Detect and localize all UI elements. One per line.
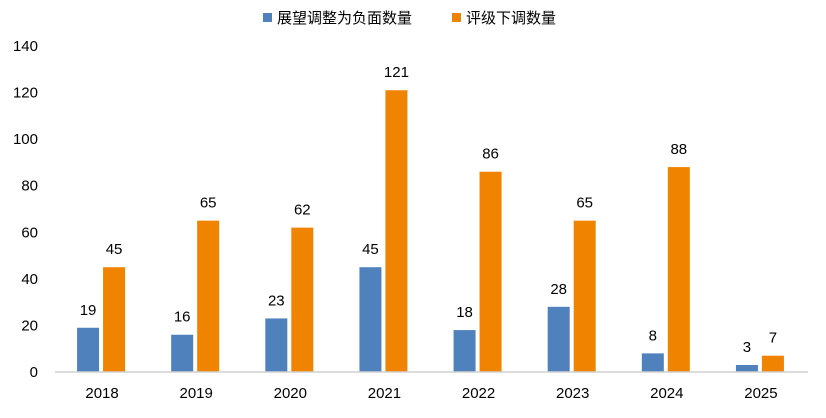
data-label: 65 bbox=[200, 195, 217, 212]
bar-rating-downgrade bbox=[761, 355, 784, 372]
legend-swatch bbox=[263, 13, 272, 22]
x-tick-label: 2023 bbox=[556, 385, 589, 402]
bar-outlook-negative bbox=[641, 353, 664, 372]
data-label: 28 bbox=[550, 281, 567, 298]
bar-outlook-negative bbox=[265, 318, 288, 372]
bar-rating-downgrade bbox=[573, 220, 596, 372]
data-label: 45 bbox=[362, 241, 379, 258]
bar-rating-downgrade bbox=[385, 90, 408, 372]
data-label: 3 bbox=[743, 339, 751, 356]
x-tick-label: 2021 bbox=[368, 385, 401, 402]
x-axis: 2018 2019 2020 2021 2022 2023 2024 2025 bbox=[85, 385, 777, 402]
bar-rating-downgrade bbox=[103, 267, 126, 372]
y-tick-label: 100 bbox=[13, 131, 38, 148]
x-tick-label: 2025 bbox=[744, 385, 777, 402]
data-label: 18 bbox=[456, 304, 473, 321]
data-label: 65 bbox=[576, 195, 593, 212]
y-tick-label: 80 bbox=[21, 178, 38, 195]
y-axis: 0 20 40 60 80 100 120 140 bbox=[13, 38, 38, 381]
x-tick-label: 2018 bbox=[85, 385, 118, 402]
bar-outlook-negative bbox=[77, 327, 100, 372]
bar-rating-downgrade bbox=[479, 171, 502, 372]
bar-rating-downgrade bbox=[667, 167, 690, 372]
bar-outlook-negative bbox=[547, 306, 570, 372]
y-tick-label: 140 bbox=[13, 38, 38, 55]
y-tick-label: 60 bbox=[21, 224, 38, 241]
legend-swatch bbox=[452, 13, 461, 22]
data-label: 23 bbox=[268, 292, 285, 309]
data-label: 7 bbox=[769, 330, 777, 347]
data-label: 121 bbox=[384, 64, 409, 81]
legend-label: 展望调整为负面数量 bbox=[277, 10, 412, 27]
y-tick-label: 0 bbox=[30, 364, 38, 381]
bar-rating-downgrade bbox=[197, 220, 220, 372]
data-label: 16 bbox=[174, 309, 191, 326]
bar-outlook-negative bbox=[735, 365, 758, 372]
data-label: 19 bbox=[80, 302, 97, 319]
data-label: 8 bbox=[649, 327, 657, 344]
bar-outlook-negative bbox=[359, 267, 382, 372]
y-tick-label: 40 bbox=[21, 271, 38, 288]
bar-outlook-negative bbox=[171, 334, 194, 372]
data-label: 88 bbox=[670, 141, 687, 158]
bar-outlook-negative bbox=[453, 330, 476, 372]
legend: 展望调整为负面数量 评级下调数量 bbox=[263, 10, 556, 27]
data-label: 86 bbox=[482, 146, 499, 163]
x-tick-label: 2019 bbox=[180, 385, 213, 402]
x-tick-label: 2020 bbox=[274, 385, 307, 402]
x-tick-label: 2024 bbox=[650, 385, 683, 402]
y-tick-label: 20 bbox=[21, 317, 38, 334]
x-tick-label: 2022 bbox=[462, 385, 495, 402]
bar-rating-downgrade bbox=[291, 227, 314, 372]
data-label: 45 bbox=[106, 241, 123, 258]
y-tick-label: 120 bbox=[13, 85, 38, 102]
data-label: 62 bbox=[294, 202, 311, 219]
legend-label: 评级下调数量 bbox=[466, 10, 556, 27]
